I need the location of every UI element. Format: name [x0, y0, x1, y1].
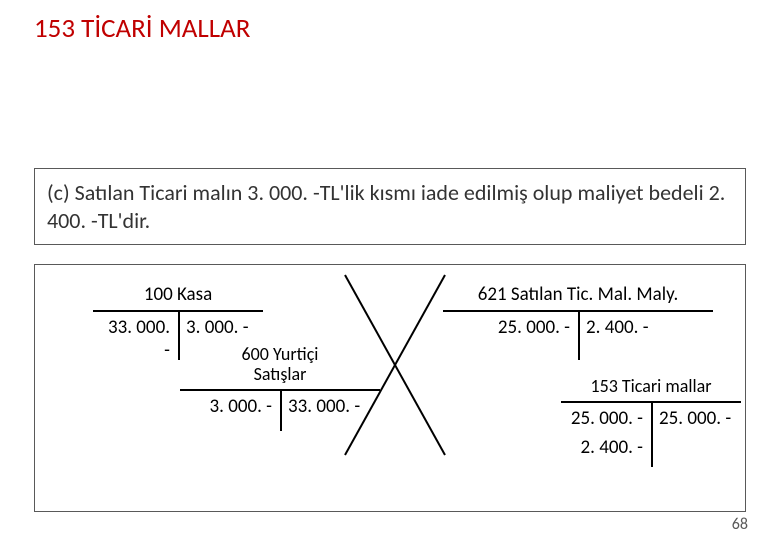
t-account-satislar: 600 Yurtiçi Satışlar 3. 000. - 33. 000. … — [180, 345, 380, 431]
satislar-debit-1: 3. 000. - — [180, 391, 280, 422]
satislar-credit-1: 33. 000. - — [280, 391, 380, 422]
title-line-2: Satışlar — [254, 363, 307, 385]
problem-statement: (c) Satılan Ticari malın 3. 000. -TL'lik… — [34, 168, 746, 245]
account-title-maliyet: 621 Satılan Tic. Mal. Maly. — [443, 283, 713, 310]
ledger-area: 100 Kasa 33. 000. - 3. 000. - 600 Yurtiç… — [34, 264, 746, 512]
kasa-debit-1: 33. 000. - — [93, 312, 178, 366]
t-grid: 3. 000. - 33. 000. - — [180, 389, 380, 431]
mallar-debit-1: 25. 000. - — [561, 403, 651, 434]
slide-title: 153 TİCARİ MALLAR — [34, 12, 250, 45]
mallar-credit-1: 25. 000. - — [651, 403, 741, 434]
account-title-mallar: 153 Ticari mallar — [561, 375, 741, 401]
title-line-1: 600 Yurtiçi — [242, 343, 319, 365]
t-grid: 25. 000. - 2. 400. - — [443, 310, 713, 360]
page-number: 68 — [732, 515, 748, 534]
t-account-mallar: 153 Ticari mallar 25. 000. - 25. 000. - … — [561, 375, 741, 467]
mallar-debit-2: 2. 400. - — [561, 432, 651, 463]
t-account-maliyet: 621 Satılan Tic. Mal. Maly. 25. 000. - 2… — [443, 283, 713, 360]
mallar-credit-2 — [651, 432, 741, 463]
t-grid: 25. 000. - 25. 000. - 2. 400. - — [561, 401, 741, 467]
account-title-satislar: 600 Yurtiçi Satışlar — [180, 345, 380, 389]
maliyet-debit-1: 25. 000. - — [443, 312, 578, 343]
account-title-kasa: 100 Kasa — [93, 283, 263, 310]
maliyet-credit-1: 2. 400. - — [578, 312, 713, 343]
